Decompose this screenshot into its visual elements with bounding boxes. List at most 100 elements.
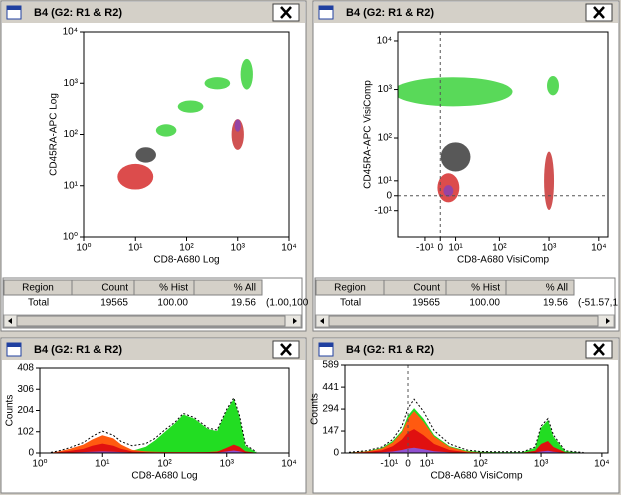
histogram-outline <box>50 396 257 453</box>
histogram-area <box>50 450 257 453</box>
window-icon-bar <box>319 343 333 347</box>
y-tick-label: 294 <box>322 404 339 415</box>
scroll-right[interactable] <box>293 318 297 324</box>
column-header-label: % All <box>234 283 256 294</box>
x-tick-label: 10² <box>179 243 194 254</box>
y-tick-label: 408 <box>17 363 34 374</box>
y-axis-label: CD45RA-APC VisiComp <box>363 80 374 189</box>
table-cell: 19.56 <box>231 298 256 309</box>
x-tick-label: 10¹ <box>95 459 110 470</box>
window-icon-bar <box>7 6 21 10</box>
x-tick-label: 10³ <box>542 243 557 254</box>
population <box>398 77 513 107</box>
x-tick-label: 10² <box>492 243 507 254</box>
column-header-label: % Hist <box>159 283 188 294</box>
y-tick-label: 10² <box>64 129 79 140</box>
x-axis-label: CD8-A680 VisiComp <box>457 255 550 266</box>
x-tick-label: 10³ <box>220 459 235 470</box>
y-tick-label: 0 <box>28 448 34 459</box>
window-title: B4 (G2: R1 & R2) <box>34 344 122 356</box>
close-icon <box>593 343 605 356</box>
table-cell: 19565 <box>412 298 440 309</box>
y-tick-label: 10⁴ <box>377 36 392 47</box>
x-tick-label: 10⁴ <box>281 459 296 470</box>
title-bar <box>314 339 618 360</box>
x-tick-label: 10⁰ <box>76 243 91 254</box>
population <box>231 119 244 150</box>
window <box>312 337 620 494</box>
x-tick-label: -10¹ <box>416 243 434 254</box>
window-icon-bar <box>319 6 333 10</box>
y-axis-label: Counts <box>310 393 321 425</box>
y-tick-label: 10⁰ <box>63 232 78 243</box>
y-tick-label: 441 <box>322 382 339 393</box>
y-tick-label: 0 <box>333 448 339 459</box>
table-cell: 100.00 <box>469 298 500 309</box>
close-icon <box>280 6 292 19</box>
table-cell: (-51.57,1 <box>578 298 618 309</box>
table-cell: Total <box>340 298 361 309</box>
scroll-thumb[interactable] <box>328 315 599 327</box>
column-header-label: % Hist <box>471 283 500 294</box>
x-tick-label: 10¹ <box>128 243 143 254</box>
histogram-area <box>50 398 257 453</box>
y-tick-label: -10¹ <box>374 205 392 216</box>
title-bar <box>314 2 618 23</box>
plot-frame <box>397 31 609 238</box>
plot-area <box>117 58 253 190</box>
table-cell: 100.00 <box>157 298 188 309</box>
y-tick-label: 10³ <box>64 78 79 89</box>
y-tick-label: 10³ <box>378 84 393 95</box>
x-tick-label: 0 <box>405 459 411 470</box>
population <box>240 58 253 90</box>
x-tick-label: 10³ <box>534 459 549 470</box>
x-axis-label: CD8-A680 Log <box>131 471 197 482</box>
y-tick-label: 147 <box>322 426 339 437</box>
y-tick-label: 10¹ <box>64 180 79 191</box>
x-axis-label: CD8-A680 VisiComp <box>430 471 523 482</box>
histogram-outline <box>348 398 584 453</box>
histogram-area <box>50 443 257 453</box>
column-header[interactable] <box>193 279 263 296</box>
scroll-left[interactable] <box>320 318 324 324</box>
close-icon <box>593 6 605 19</box>
x-tick-label: 10⁴ <box>594 459 609 470</box>
column-header[interactable] <box>505 279 575 296</box>
population <box>544 151 555 210</box>
y-tick-label: 204 <box>17 405 34 416</box>
x-tick-label: 10¹ <box>420 459 435 470</box>
scroll-thumb[interactable] <box>16 315 286 327</box>
title-bar <box>2 2 305 23</box>
y-tick-label: 0 <box>386 190 392 201</box>
plot-area <box>398 75 559 210</box>
x-tick-label: 10⁴ <box>281 243 296 254</box>
window <box>0 337 307 494</box>
scroll-right[interactable] <box>606 318 610 324</box>
x-tick-label: 10² <box>157 459 172 470</box>
column-header-label: Region <box>22 283 54 294</box>
x-axis-label: CD8-A680 Log <box>153 255 219 266</box>
x-tick-label: 10⁴ <box>591 243 606 254</box>
population <box>204 77 231 90</box>
population <box>440 142 471 172</box>
close-icon <box>280 343 292 356</box>
y-tick-label: 589 <box>322 360 339 371</box>
column-header-label: Count <box>101 283 128 294</box>
x-tick-label: -10¹ <box>380 459 398 470</box>
y-tick-label: 102 <box>17 426 34 437</box>
column-header-label: Count <box>413 283 440 294</box>
y-tick-label: 10² <box>378 133 393 144</box>
population <box>443 185 454 197</box>
x-tick-label: 10⁰ <box>32 459 47 470</box>
x-tick-label: 10¹ <box>448 243 463 254</box>
x-tick-label: 0 <box>437 243 443 254</box>
column-header-label: Region <box>334 283 366 294</box>
table-cell: Total <box>28 298 49 309</box>
scroll-left[interactable] <box>8 318 12 324</box>
x-tick-label: 10² <box>473 459 488 470</box>
window-icon-bar <box>7 343 21 347</box>
population <box>177 100 204 113</box>
table-cell: 19565 <box>100 298 128 309</box>
population <box>155 124 177 137</box>
column-header-label: % All <box>546 283 568 294</box>
